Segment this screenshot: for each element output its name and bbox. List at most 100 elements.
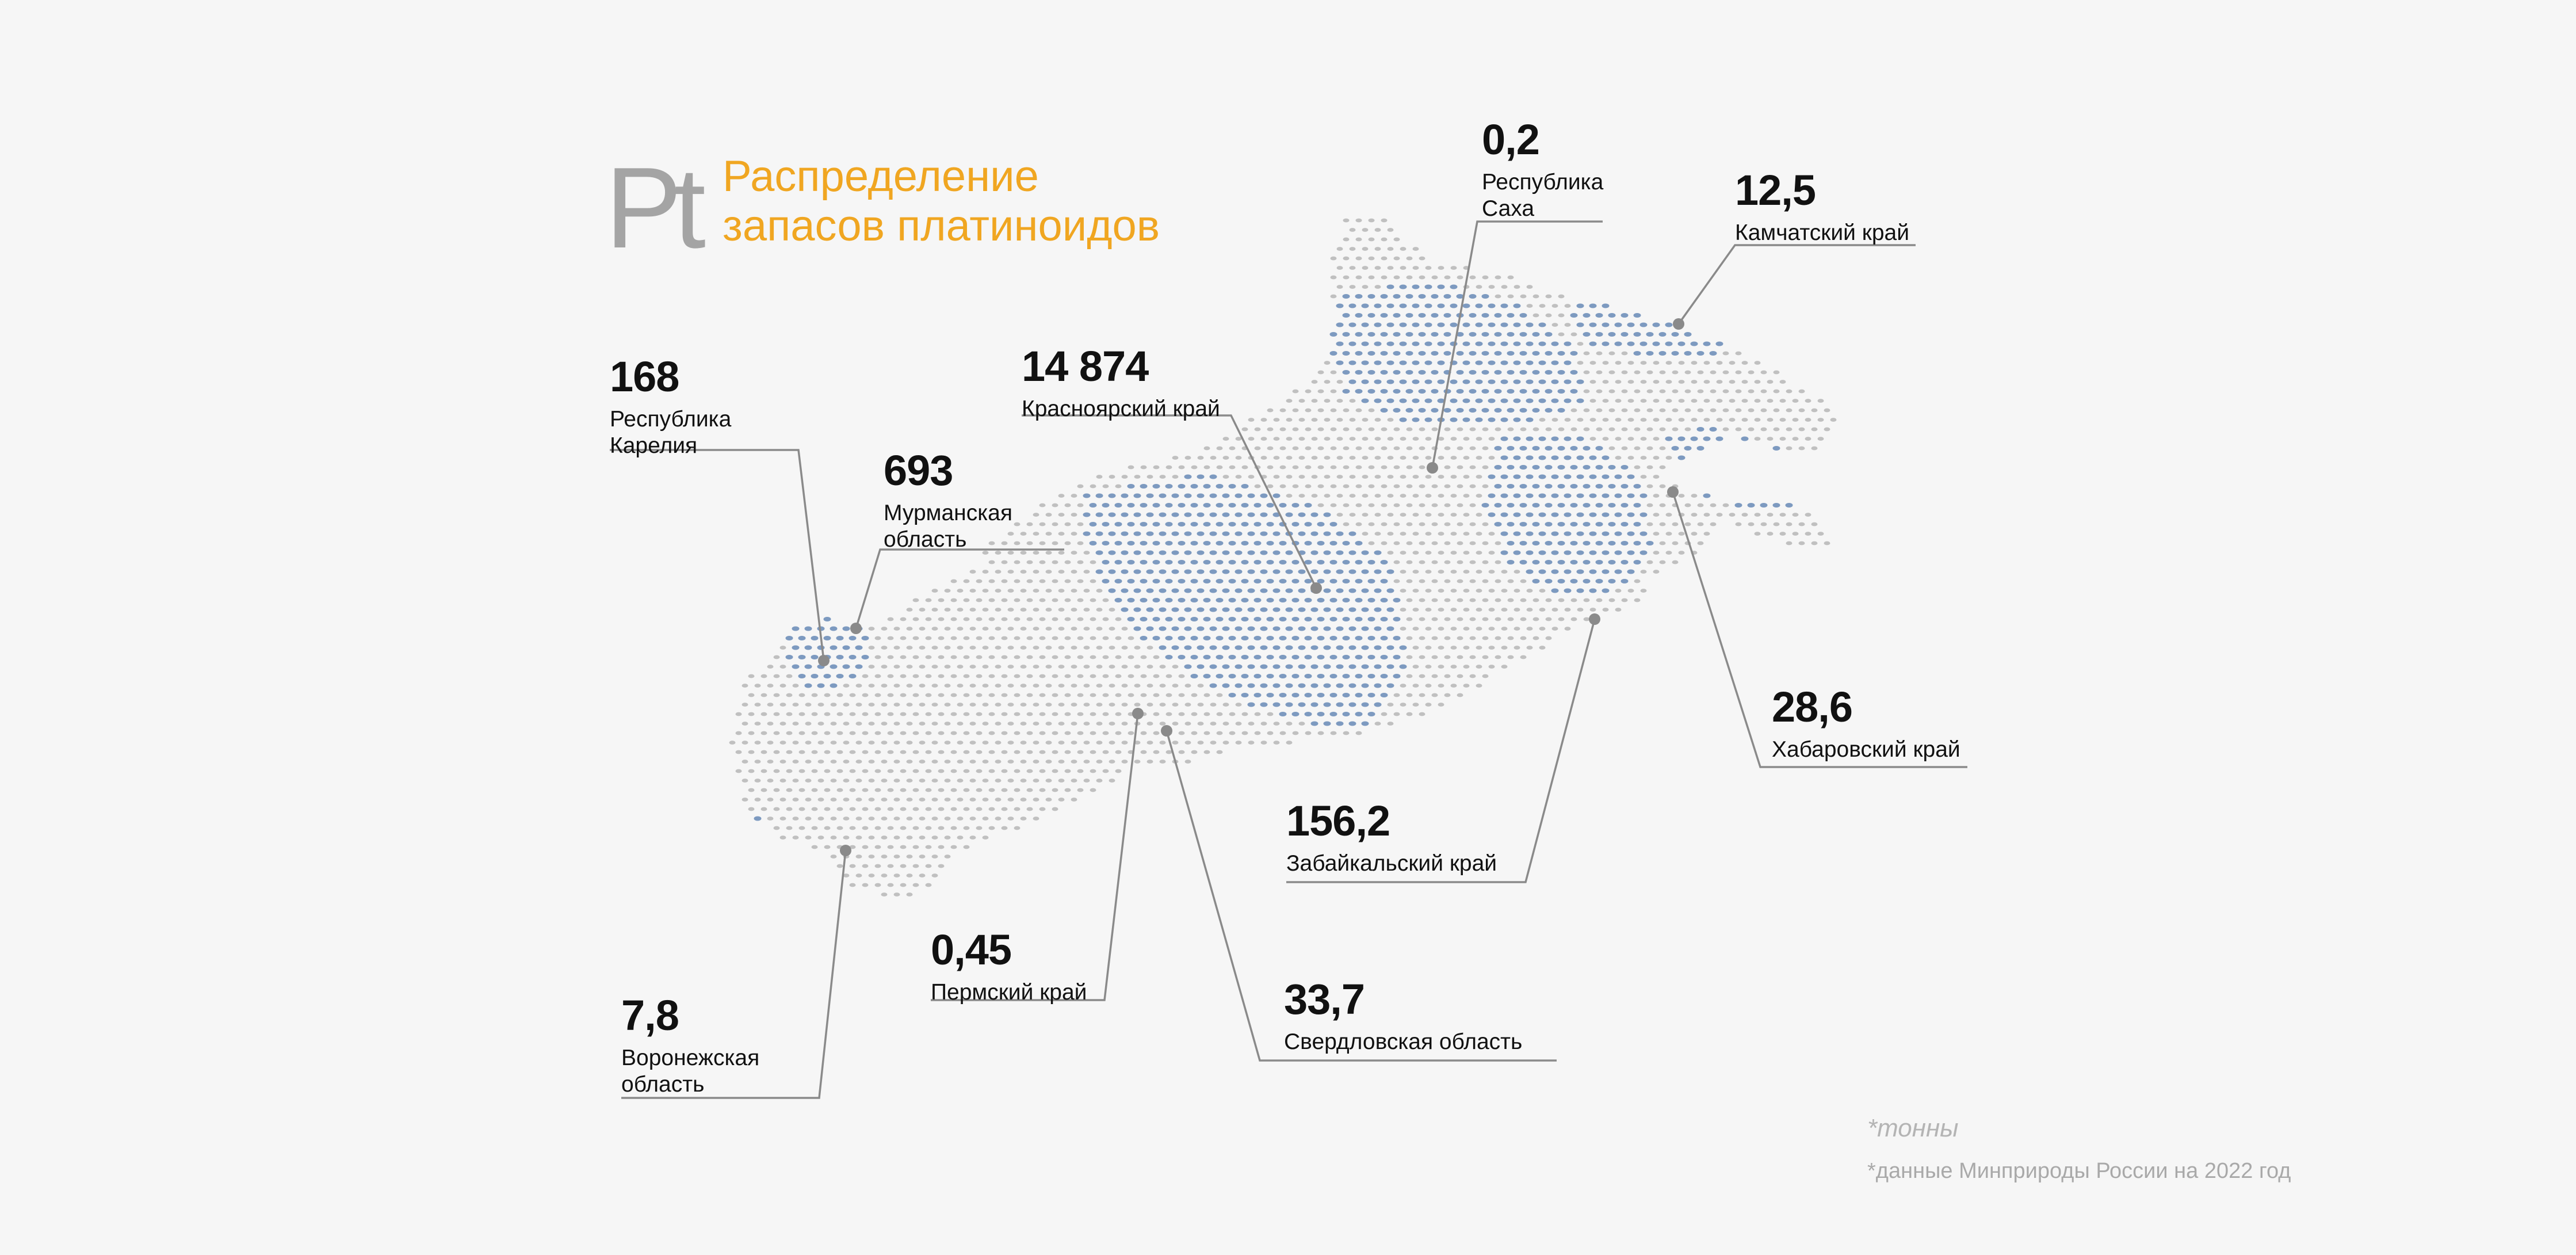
map-dot (1754, 437, 1761, 441)
map-dot (1349, 418, 1356, 422)
map-dot (1045, 760, 1052, 764)
map-dot (742, 760, 748, 764)
map-dot (1343, 256, 1350, 261)
map-dot (1602, 361, 1609, 365)
map-dot-highlight (1197, 588, 1205, 593)
map-dot (773, 807, 780, 811)
map-dot-highlight (1475, 341, 1483, 346)
map-dot (925, 864, 932, 868)
map-dot (944, 589, 951, 593)
map-dot-highlight (1671, 446, 1679, 451)
map-dot (1665, 399, 1672, 403)
map-dot (843, 779, 850, 783)
map-dot (1140, 693, 1147, 697)
map-dot (1412, 247, 1419, 251)
map-dot (1311, 380, 1318, 384)
map-dot (1469, 560, 1476, 564)
map-dot (824, 712, 831, 716)
map-dot (1248, 722, 1255, 726)
map-dot (1419, 275, 1425, 280)
map-dot (950, 579, 957, 583)
map-dot (1716, 399, 1723, 403)
map-dot-highlight (1469, 389, 1477, 394)
map-dot-highlight (1393, 408, 1401, 413)
map-dot (1052, 807, 1058, 811)
map-dot-highlight (1538, 360, 1546, 365)
map-dot-highlight (1209, 683, 1217, 688)
map-dot (1400, 608, 1407, 612)
map-dot (1153, 693, 1160, 697)
map-dot-highlight (855, 664, 863, 669)
map-dot-highlight (1285, 550, 1293, 555)
map-dot (786, 712, 793, 716)
map-dot (1748, 408, 1755, 413)
map-dot (1349, 437, 1356, 441)
map-dot-highlight (1165, 636, 1173, 640)
map-dot (1406, 598, 1413, 602)
map-dot-highlight (1576, 493, 1584, 498)
map-dot (1058, 646, 1065, 650)
map-dot (1431, 598, 1438, 602)
map-dot (1083, 722, 1090, 726)
map-dot (1469, 484, 1476, 489)
map-dot (855, 798, 862, 802)
map-dot (767, 665, 774, 669)
map-dot-highlight (1367, 370, 1375, 375)
map-dot (1722, 351, 1729, 356)
map-dot (1267, 484, 1274, 489)
map-dot (1077, 579, 1084, 583)
map-dot (912, 826, 919, 830)
map-dot (1387, 532, 1394, 536)
map-dot (1007, 570, 1014, 574)
map-dot-highlight (1329, 617, 1337, 621)
map-dot (1507, 598, 1514, 602)
map-dot (1412, 456, 1419, 460)
map-dot (1412, 646, 1419, 650)
map-dot (805, 836, 812, 840)
map-dot (1001, 617, 1008, 621)
map-dot (1090, 579, 1096, 583)
map-dot-highlight (1304, 693, 1312, 697)
map-dot-highlight (1165, 503, 1173, 508)
map-dot (931, 722, 938, 726)
map-dot-highlight (1620, 484, 1629, 489)
map-dot (969, 589, 976, 593)
map-dot (950, 769, 957, 773)
map-dot-highlight (1114, 598, 1122, 602)
map-dot (912, 883, 919, 887)
map-dot-highlight (1399, 322, 1407, 327)
map-dot (1526, 589, 1533, 593)
map-dot (982, 665, 989, 669)
map-dot (1438, 665, 1444, 669)
map-dot-highlight (1114, 503, 1122, 508)
map-dot (1292, 389, 1299, 394)
map-dot (1330, 408, 1337, 413)
map-dot-highlight (1355, 313, 1363, 318)
map-dot (1216, 750, 1223, 754)
map-dot (1406, 655, 1413, 659)
map-dot (824, 731, 831, 735)
map-dot (1659, 484, 1666, 489)
map-dot-highlight (1361, 664, 1369, 669)
map-dot-highlight (1462, 341, 1470, 346)
map-dot (1412, 494, 1419, 498)
map-dot (887, 617, 894, 621)
map-dot (1767, 513, 1774, 517)
map-dot (995, 703, 1002, 707)
map-dot (1210, 741, 1217, 745)
map-dot (1672, 370, 1679, 375)
map-dot (1311, 437, 1318, 441)
map-dot (1248, 741, 1255, 745)
map-dot-highlight (1127, 560, 1135, 564)
map-dot-highlight (1140, 598, 1148, 602)
map-dot (900, 883, 907, 887)
map-dot (798, 693, 805, 697)
map-dot-highlight (1386, 379, 1394, 384)
map-dot (1608, 598, 1615, 602)
map-dot-highlight (1272, 569, 1281, 574)
map-dot (957, 665, 964, 669)
map-dot (754, 798, 761, 802)
map-dot (1077, 617, 1084, 621)
map-dot (1172, 684, 1179, 688)
map-dot (1146, 475, 1153, 479)
